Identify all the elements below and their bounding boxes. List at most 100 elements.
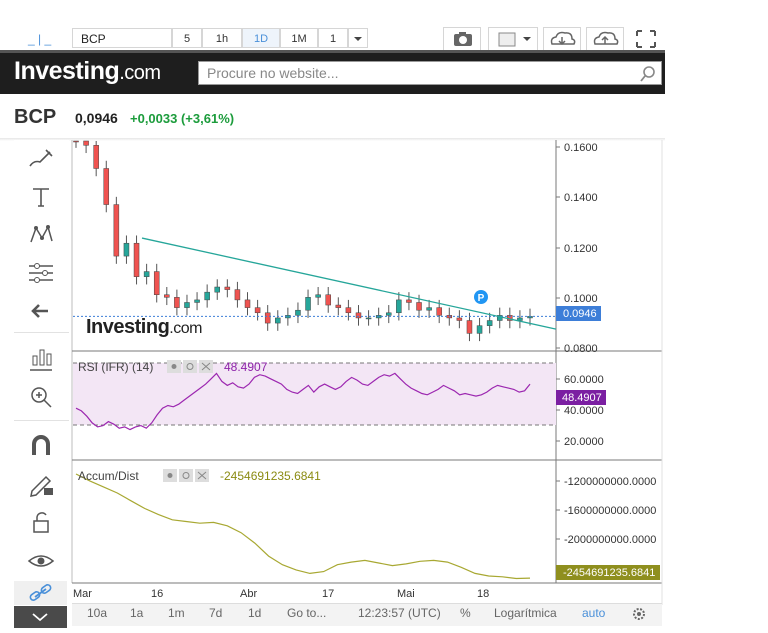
interval-1h-button[interactable]: 1h [202, 28, 242, 48]
candle[interactable] [174, 297, 180, 308]
rsi-legend-controls[interactable] [167, 360, 215, 373]
auto-scale-button[interactable]: auto [582, 606, 606, 620]
interval-1-button[interactable]: 1 [318, 28, 348, 48]
rsi-band [73, 363, 556, 425]
candle[interactable] [113, 204, 120, 257]
quote-change: +0,0033 (+3,61%) [130, 111, 235, 126]
candle[interactable] [456, 317, 463, 321]
range-7d-button[interactable]: 7d [209, 606, 223, 620]
candle[interactable] [83, 140, 89, 146]
brush-icon[interactable] [26, 144, 56, 174]
lock-drawing-icon[interactable] [26, 469, 56, 499]
candle[interactable] [133, 242, 140, 277]
candle[interactable] [365, 317, 372, 320]
accum-legend-controls[interactable] [163, 469, 211, 482]
candle[interactable] [315, 294, 321, 298]
rsi-legend[interactable]: RSI (IFR) (14) [78, 360, 154, 374]
candle[interactable] [386, 312, 392, 316]
candle[interactable] [476, 325, 483, 334]
candle[interactable] [204, 291, 210, 301]
candle[interactable] [194, 299, 200, 303]
rsi-axis-label: 40.0000 [564, 405, 604, 417]
toolbar-divider [14, 332, 69, 333]
clock-timezone[interactable]: 12:23:57 (UTC) [358, 606, 441, 620]
rsi-axis-label: 60.0000 [564, 374, 604, 386]
candle[interactable] [153, 271, 160, 295]
link-button[interactable] [14, 581, 67, 605]
gear-icon[interactable] [631, 606, 647, 622]
range-1y-button[interactable]: 1a [130, 606, 144, 620]
search-icon[interactable] [640, 64, 660, 84]
candle[interactable] [224, 286, 231, 290]
candle[interactable] [184, 302, 190, 308]
candle[interactable] [486, 320, 493, 326]
gear-icon[interactable] [179, 469, 193, 482]
candle[interactable] [426, 307, 432, 311]
toolbar-divider [14, 420, 69, 421]
cloud-download-button[interactable] [543, 27, 581, 51]
candle[interactable] [295, 309, 301, 316]
event-marker[interactable] [474, 290, 488, 304]
price-axis-label: 0.1000 [564, 293, 598, 305]
unlock-icon[interactable] [26, 508, 56, 538]
candle[interactable] [345, 307, 352, 314]
range-10y-button[interactable]: 10a [87, 606, 108, 620]
rsi-axis-label: 20.0000 [564, 436, 604, 448]
color-picker-button[interactable] [488, 27, 538, 51]
candle[interactable] [143, 271, 150, 277]
candle[interactable] [335, 304, 342, 308]
trendline[interactable] [141, 237, 557, 330]
goto-date-button[interactable]: Go to... [287, 606, 327, 620]
candle[interactable] [93, 145, 99, 169]
candle[interactable] [234, 289, 241, 301]
interval-5-button[interactable]: 5 [172, 28, 202, 48]
percent-scale-button[interactable]: % [460, 606, 471, 620]
candle[interactable] [214, 286, 220, 293]
interval-1d-button[interactable]: 1D [242, 28, 280, 48]
header-shadow [0, 138, 665, 141]
measure-tool-icon[interactable] [26, 344, 56, 374]
candle[interactable] [123, 242, 130, 257]
fullscreen-button[interactable] [628, 26, 664, 52]
fibonacci-tool-icon[interactable] [26, 258, 56, 288]
candle[interactable] [264, 312, 271, 324]
interval-1m-button[interactable]: 1M [280, 28, 318, 48]
candle[interactable] [496, 315, 503, 321]
candle[interactable] [103, 168, 110, 205]
range-1m-button[interactable]: 1m [168, 606, 185, 620]
log-scale-button[interactable]: Logarítmica [494, 606, 557, 620]
zoom-in-icon[interactable] [26, 382, 56, 412]
cloud-download-icon [550, 31, 576, 46]
magnet-icon[interactable] [26, 431, 56, 461]
candle[interactable] [244, 299, 251, 308]
accum-value-tag-label: -2454691235.6841 [563, 567, 655, 579]
back-arrow-icon[interactable] [26, 296, 56, 326]
current-price-tag-label: 0.0946 [563, 308, 597, 320]
text-tool-icon[interactable] [26, 182, 56, 212]
candle[interactable] [275, 317, 281, 324]
range-1d-button[interactable]: 1d [248, 606, 262, 620]
eye-icon[interactable] [26, 546, 56, 576]
candle[interactable] [254, 307, 261, 314]
candle[interactable] [355, 312, 362, 319]
menu-icon[interactable]: _ | _ [28, 32, 52, 46]
candle[interactable] [406, 299, 412, 303]
search-input[interactable]: Procure no website... [198, 61, 662, 85]
gear-icon[interactable] [183, 360, 197, 373]
candle[interactable] [436, 307, 442, 316]
candle[interactable] [466, 320, 473, 334]
accum-legend[interactable]: Accum/Dist [78, 469, 139, 483]
investing-logo[interactable]: Investing.com [14, 57, 161, 85]
pattern-tool-icon[interactable] [26, 220, 56, 250]
candle[interactable] [73, 140, 79, 143]
screenshot-button[interactable] [443, 27, 481, 51]
candle[interactable] [396, 299, 402, 314]
interval-dropdown-button[interactable] [348, 28, 368, 48]
expand-toolbar-button[interactable] [14, 606, 67, 628]
candle[interactable] [305, 297, 311, 311]
symbol-input[interactable]: BCP [72, 28, 172, 48]
candle[interactable] [164, 294, 170, 298]
candle[interactable] [325, 294, 331, 306]
candle[interactable] [416, 302, 422, 311]
